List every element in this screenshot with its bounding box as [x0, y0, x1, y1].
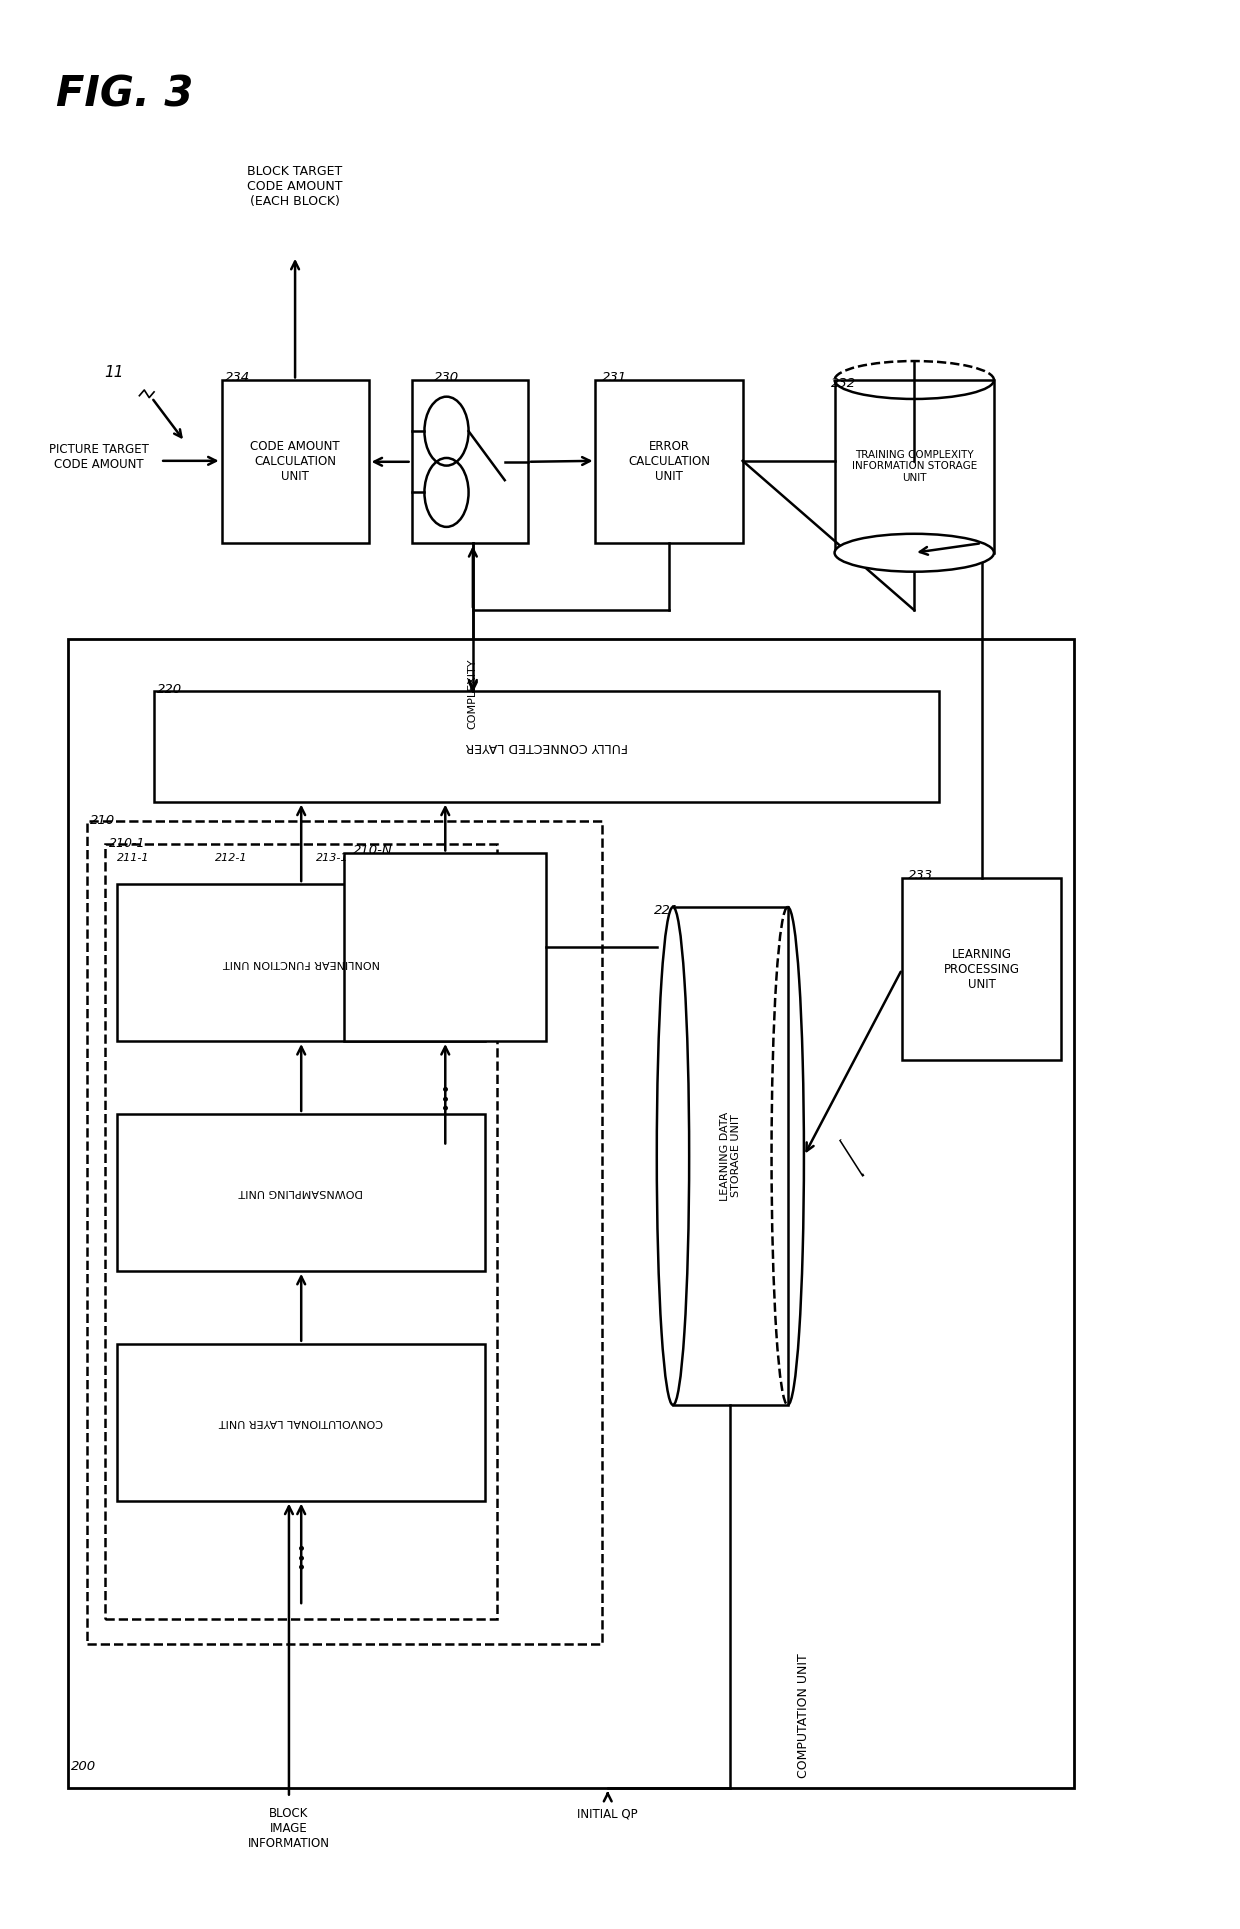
Bar — [345, 853, 547, 1042]
Bar — [87, 822, 601, 1644]
Text: 232: 232 — [831, 376, 856, 390]
Text: 233: 233 — [908, 870, 934, 882]
Bar — [105, 843, 497, 1620]
Bar — [412, 380, 528, 544]
Bar — [118, 883, 485, 1042]
Text: •••: ••• — [293, 1539, 310, 1568]
Text: 231: 231 — [601, 370, 626, 384]
Text: COMPUTATION UNIT: COMPUTATION UNIT — [797, 1653, 811, 1779]
Text: 210-1: 210-1 — [109, 837, 145, 849]
Text: 211-1: 211-1 — [118, 853, 150, 864]
Text: CONVOLUTIONAL LAYER UNIT: CONVOLUTIONAL LAYER UNIT — [219, 1418, 383, 1427]
Bar — [595, 380, 743, 544]
Text: 212-1: 212-1 — [216, 853, 248, 864]
Text: INITIAL QP: INITIAL QP — [578, 1807, 639, 1821]
Text: 210-N: 210-N — [352, 845, 392, 856]
Text: •••: ••• — [436, 1080, 454, 1109]
Text: FIG. 3: FIG. 3 — [56, 73, 193, 116]
Text: DOWNSAMPLING UNIT: DOWNSAMPLING UNIT — [239, 1188, 363, 1198]
Bar — [835, 380, 994, 554]
Text: 210: 210 — [91, 814, 115, 828]
Ellipse shape — [657, 907, 689, 1404]
Text: 11: 11 — [104, 365, 124, 380]
Bar — [154, 691, 939, 802]
Text: TRAINING COMPLEXITY
INFORMATION STORAGE
UNIT: TRAINING COMPLEXITY INFORMATION STORAGE … — [852, 449, 977, 482]
Text: 234: 234 — [226, 370, 250, 384]
Text: 200: 200 — [71, 1759, 95, 1773]
Text: LEARNING DATA
STORAGE UNIT: LEARNING DATA STORAGE UNIT — [719, 1111, 742, 1200]
Bar — [222, 380, 368, 544]
Text: 221: 221 — [655, 903, 680, 916]
Ellipse shape — [835, 534, 994, 571]
Text: ERROR
CALCULATION
UNIT: ERROR CALCULATION UNIT — [627, 440, 711, 484]
Text: 213-1: 213-1 — [316, 853, 348, 864]
Bar — [68, 638, 1074, 1788]
Text: NONLINEAR FUNCTION UNIT: NONLINEAR FUNCTION UNIT — [223, 957, 379, 968]
Text: PICTURE TARGET
CODE AMOUNT: PICTURE TARGET CODE AMOUNT — [48, 444, 149, 471]
Text: BLOCK TARGET
CODE AMOUNT
(EACH BLOCK): BLOCK TARGET CODE AMOUNT (EACH BLOCK) — [247, 166, 342, 208]
Text: CODE AMOUNT
CALCULATION
UNIT: CODE AMOUNT CALCULATION UNIT — [250, 440, 340, 484]
Text: LEARNING
PROCESSING
UNIT: LEARNING PROCESSING UNIT — [944, 947, 1019, 992]
Text: 220: 220 — [156, 683, 181, 696]
Bar — [901, 878, 1061, 1061]
Bar — [673, 907, 787, 1404]
Text: FULLY CONNECTED LAYER: FULLY CONNECTED LAYER — [465, 739, 627, 752]
Text: BLOCK
IMAGE
INFORMATION: BLOCK IMAGE INFORMATION — [248, 1807, 330, 1850]
Bar — [118, 1113, 485, 1271]
Text: 230: 230 — [434, 370, 459, 384]
Bar — [118, 1345, 485, 1501]
Text: COMPLEXITY: COMPLEXITY — [467, 658, 477, 729]
